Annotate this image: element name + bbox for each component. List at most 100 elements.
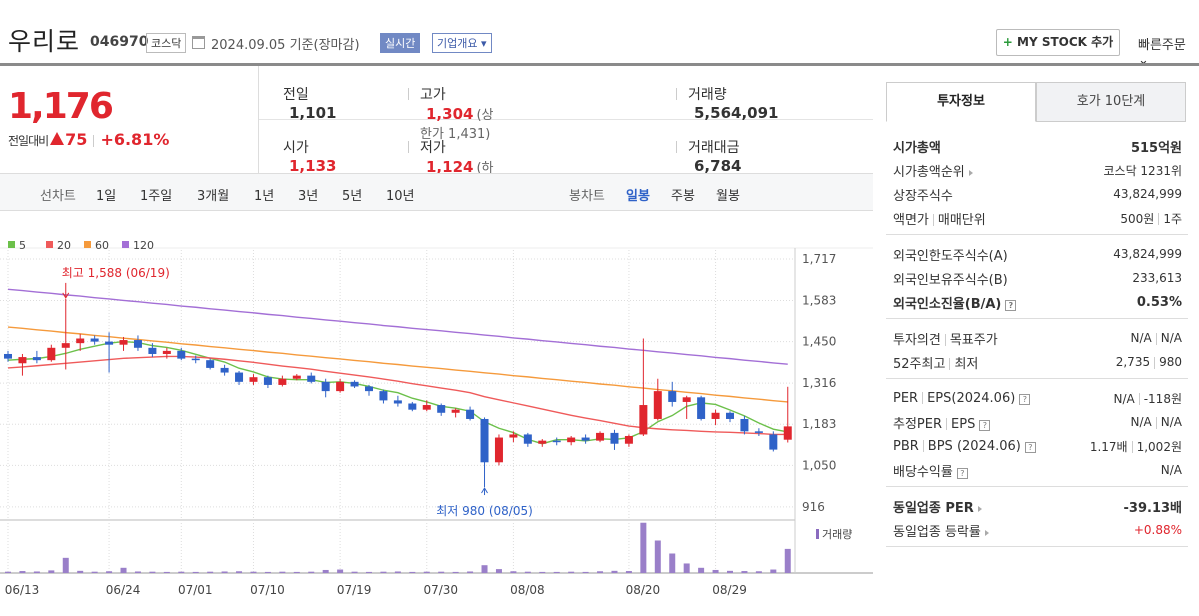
summary-value: 1,133	[289, 157, 337, 175]
volume-bar	[611, 570, 618, 573]
candle-body	[437, 405, 446, 413]
summary-value: 6,784	[694, 157, 742, 175]
volume-bar	[654, 540, 661, 573]
panel-tab[interactable]: 투자정보	[886, 82, 1036, 122]
volume-bar	[380, 571, 387, 573]
y-tick-label: 916	[802, 500, 825, 514]
info-row: 추정PER EPS? N/A N/A	[893, 411, 1182, 433]
summary-label: 고가	[420, 87, 446, 103]
candle-tab[interactable]: 월봉	[716, 189, 740, 204]
stock-code: 046970	[90, 34, 149, 50]
company-info-dropdown[interactable]: 기업개요 ▾	[432, 33, 492, 53]
info-label: 시가총액순위	[893, 161, 973, 180]
volume-bar	[236, 571, 243, 573]
info-value-part: N/A	[1160, 415, 1182, 429]
candle-body	[350, 381, 359, 387]
candle-body	[307, 375, 316, 382]
info-value: 1.17배 1,002원	[1090, 438, 1182, 455]
candle-tab[interactable]: 일봉	[626, 189, 650, 204]
info-label: PER EPS(2024.06)?	[893, 390, 1031, 406]
y-tick-label: 1,183	[802, 417, 836, 431]
volume-bar	[351, 571, 358, 573]
candle-body	[711, 412, 720, 419]
volume-bar	[163, 571, 170, 573]
help-icon[interactable]: ?	[1019, 393, 1031, 405]
label-divider	[949, 358, 951, 370]
cell-divider	[408, 141, 409, 153]
period-tab[interactable]: 10년	[386, 189, 415, 204]
info-value-part: 43,824,999	[1113, 187, 1182, 201]
value-divider	[1154, 356, 1156, 369]
summary-value: 5,564,091	[694, 104, 779, 122]
chart-tabs: 선차트 1일 1주일 3개월 1년 3년 5년 10년 봉차트 일봉 주봉 월봉	[0, 173, 873, 211]
candle-body	[639, 405, 648, 435]
realtime-button[interactable]: 실시간	[380, 33, 421, 53]
my-stock-button[interactable]: + MY STOCK 추가	[996, 29, 1120, 56]
candle-body	[4, 353, 12, 359]
quick-order[interactable]: 빠른주문 ⌄	[1138, 38, 1186, 68]
volume-bar	[120, 567, 127, 573]
info-label-part: PER	[893, 390, 919, 406]
volume-bar	[221, 571, 228, 573]
annotation: 최저 980 (08/05)	[436, 504, 533, 518]
volume-bar	[712, 569, 719, 573]
volume-bar	[149, 571, 156, 573]
candle-body	[292, 375, 301, 379]
period-tab[interactable]: 5년	[342, 189, 363, 204]
candle-body	[466, 409, 475, 419]
candle-body	[191, 358, 200, 361]
info-label: 외국인한도주식수(A)	[893, 245, 1008, 264]
candle-body	[235, 372, 244, 382]
help-icon[interactable]: ?	[979, 419, 991, 431]
value-divider	[1138, 393, 1140, 405]
period-tab[interactable]: 3년	[298, 189, 319, 204]
basis: 기준(장마감)	[289, 38, 360, 53]
annotation-arrowhead	[62, 292, 70, 299]
info-value: N/A	[1161, 463, 1182, 477]
info-label: 투자의견 목표주가	[893, 329, 998, 348]
period-tab[interactable]: 1일	[96, 189, 117, 204]
period-tab[interactable]: 1년	[254, 189, 275, 204]
info-row: 외국인한도주식수(A) 43,824,999	[893, 243, 1182, 265]
summary-cell: 거래량5,564,091	[688, 84, 778, 122]
x-tick-label: 08/08	[510, 583, 545, 597]
y-tick-label: 1,450	[802, 335, 836, 349]
period-tab[interactable]: 1주일	[140, 189, 173, 204]
panel-tab[interactable]: 호가 10단계	[1036, 82, 1186, 122]
candle-body	[740, 418, 749, 432]
info-label-part: 시가총액	[893, 140, 941, 156]
candle-body	[726, 412, 734, 419]
help-icon[interactable]: ?	[956, 467, 968, 479]
candle-body	[133, 340, 142, 348]
candle-body	[105, 341, 114, 345]
row-divider	[259, 119, 873, 120]
legend-swatch	[122, 241, 129, 248]
info-label: 외국인보유주식수(B)	[893, 269, 1008, 288]
change-pct: +6.81%	[100, 130, 170, 149]
info-label-part: EPS(2024.06)	[927, 390, 1016, 406]
legend-label: 20	[57, 239, 71, 252]
info-value-part: N/A	[1160, 463, 1182, 477]
change: 75	[65, 130, 88, 149]
top-bar	[0, 63, 1199, 66]
help-icon[interactable]: ?	[1005, 299, 1017, 311]
candle-tab[interactable]: 주봉	[671, 189, 695, 204]
info-label: 상장주식수	[893, 185, 953, 204]
stock-name: 우리로	[8, 27, 81, 56]
volume-bar	[192, 571, 199, 573]
volume-bar	[698, 567, 705, 573]
volume-bar	[683, 563, 690, 573]
volume-bar	[77, 570, 84, 573]
candle-body	[422, 405, 431, 410]
label-divider	[922, 440, 924, 452]
volume-bar	[134, 571, 141, 573]
volume-bar	[755, 571, 762, 573]
tab-group-label: 선차트	[40, 189, 76, 204]
help-icon[interactable]: ?	[1024, 441, 1036, 453]
price-box	[0, 66, 259, 173]
volume-label: 거래량	[822, 528, 852, 541]
period-tab[interactable]: 3개월	[197, 189, 230, 204]
label-divider	[946, 418, 948, 430]
candle-body	[624, 435, 633, 444]
